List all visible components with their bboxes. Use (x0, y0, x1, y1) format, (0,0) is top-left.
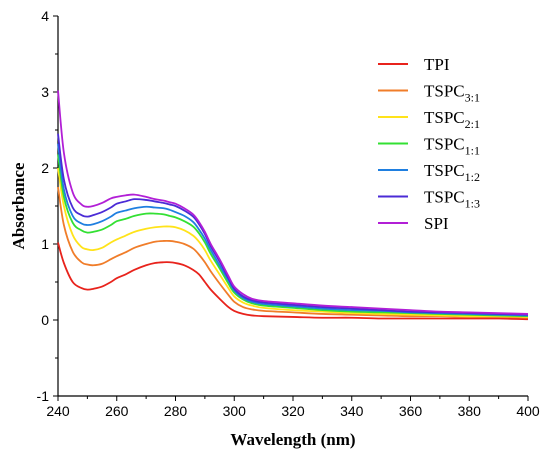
x-tick-label: 260 (105, 403, 129, 419)
series-lines (57, 90, 529, 321)
series-line-spi (57, 90, 529, 315)
legend-label-main: TSPC (424, 108, 465, 127)
series-line-tpi (57, 242, 529, 321)
x-axis-title: Wavelength (nm) (230, 430, 355, 449)
y-axis-title: Absorbance (9, 162, 28, 249)
legend-label-subscript: 1:3 (465, 197, 480, 211)
series-line-tspc1-3 (57, 133, 529, 316)
x-tick-label: 400 (516, 403, 540, 419)
x-tick-label: 320 (281, 403, 305, 419)
legend-label-main: TSPC (424, 135, 465, 154)
legend-label-main: TPI (424, 55, 450, 74)
legend-label-subscript: 1:2 (465, 170, 480, 184)
legend-label: TSPC3:1 (424, 82, 480, 105)
legend-label: TPI (424, 55, 450, 74)
legend-label-main: TSPC (424, 82, 465, 101)
series-line-tspc1-1 (57, 154, 529, 318)
legend-label: TSPC1:2 (424, 161, 480, 184)
series-line-tspc3-1 (57, 186, 529, 319)
y-tick-label: 3 (41, 84, 49, 100)
legend-label-subscript: 2:1 (465, 117, 480, 131)
y-tick-label: -1 (37, 388, 50, 404)
x-tick-label: 300 (223, 403, 247, 419)
legend-label: TSPC1:3 (424, 188, 480, 211)
x-tick-label: 280 (164, 403, 188, 419)
y-tick-label: 2 (41, 160, 49, 176)
series-line-tspc1-2 (57, 143, 529, 317)
legend-label-subscript: 3:1 (465, 91, 480, 105)
y-tick-label: 1 (41, 236, 49, 252)
x-tick-label: 380 (458, 403, 482, 419)
series-line-tspc2-1 (57, 167, 529, 318)
y-tick-label: 4 (41, 8, 49, 24)
legend-label-main: TSPC (424, 188, 465, 207)
legend: TPITSPC3:1TSPC2:1TSPC1:1TSPC1:2TSPC1:3SP… (378, 55, 480, 233)
y-tick-label: 0 (41, 312, 49, 328)
legend-label-subscript: 1:1 (465, 144, 480, 158)
legend-label-main: TSPC (424, 161, 465, 180)
x-tick-label: 340 (340, 403, 364, 419)
x-tick-label: 240 (46, 403, 70, 419)
legend-label: SPI (424, 214, 449, 233)
x-tick-label: 360 (399, 403, 423, 419)
legend-label: TSPC1:1 (424, 135, 480, 158)
legend-label: TSPC2:1 (424, 108, 480, 131)
axes: 240 260 280 300 320 340 360 380 400 -1 0 1 2 3 4 (37, 8, 540, 419)
legend-label-main: SPI (424, 214, 449, 233)
